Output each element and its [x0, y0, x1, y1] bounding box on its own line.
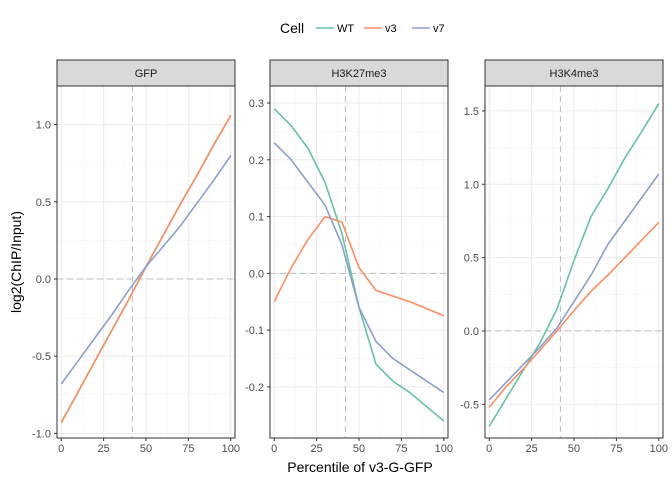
- panel-h3k4me3-strip-label: H3K4me3: [550, 68, 599, 80]
- panel-gfp-ytick-label: 1.0: [36, 120, 51, 132]
- legend-label-wt: WT: [337, 23, 354, 35]
- panel-h3k27me3-ytick-label: 0.0: [249, 268, 264, 280]
- panel-gfp-strip-label: GFP: [135, 68, 158, 80]
- legend-title: Cell: [280, 20, 304, 36]
- panel-h3k4me3-ytick-label: -0.5: [460, 399, 479, 411]
- panel-h3k27me3-ytick-label: -0.1: [245, 325, 264, 337]
- panel-h3k27me3-ytick-label: 0.3: [249, 98, 264, 110]
- panel-gfp-ytick-label: -1.0: [32, 428, 51, 440]
- panel-h3k27me3-xtick-label: 100: [435, 443, 453, 455]
- panel-h3k4me3-ytick-label: 1.0: [464, 179, 479, 191]
- panel-h3k4me3-xtick-label: 0: [486, 443, 492, 455]
- panel-gfp-xtick-label: 0: [58, 443, 64, 455]
- panel-h3k4me3-ytick-label: 0.5: [464, 253, 479, 265]
- x-axis-title: Percentile of v3-G-GFP: [287, 459, 433, 475]
- panel-h3k4me3-series-wt: [488, 103, 660, 427]
- panel-h3k4me3-ytick-label: 0.0: [464, 326, 479, 338]
- panel-h3k27me3-ytick-label: 0.2: [249, 155, 264, 167]
- panel-h3k4me3-series-v7: [488, 173, 660, 401]
- panel-gfp-xtick-label: 25: [97, 443, 109, 455]
- panel-gfp-xtick-label: 50: [140, 443, 152, 455]
- panel-h3k27me3-ytick-label: -0.2: [245, 382, 264, 394]
- panel-h3k4me3-strip: [484, 59, 664, 87]
- panel-gfp-xtick-label: 75: [182, 443, 194, 455]
- panel-h3k27me3-ytick-label: 0.1: [249, 212, 264, 224]
- legend-label-v7: v7: [433, 23, 445, 35]
- y-axis-title: log2(ChIP/Input): [8, 211, 24, 313]
- panel-h3k4me3-xtick-label: 100: [650, 443, 668, 455]
- legend: Cell WT v3 v7: [280, 20, 445, 36]
- panel-h3k4me3-ytick-label: 1.5: [464, 106, 479, 118]
- panel-h3k4me3-xtick-label: 50: [568, 443, 580, 455]
- panel-gfp-ytick-label: 0.0: [36, 274, 51, 286]
- panel-h3k27me3-xtick-label: 0: [271, 443, 277, 455]
- panel-gfp-series-v7: [60, 155, 232, 385]
- panel-h3k27me3-strip: [269, 59, 449, 87]
- panel-h3k4me3-xtick-label: 75: [610, 443, 622, 455]
- panel-h3k4me3-series-v3: [488, 221, 660, 408]
- panel-gfp-strip: [56, 59, 236, 87]
- panel-h3k4me3-xtick-label: 25: [525, 443, 537, 455]
- panel-h3k27me3-xtick-label: 50: [353, 443, 365, 455]
- panel-h3k27me3-series-v7: [273, 142, 445, 394]
- panel-h3k4me3: H3K4me3 0 25 50 75 100 -0.5 0.0 0.5 1.0 1.5: [460, 59, 668, 455]
- panel-h3k27me3-series-v3: [273, 215, 445, 317]
- panel-gfp: GFP 0 25 50 75 100 -1.0 -0.5 0.0 0.5 1.0: [32, 59, 240, 455]
- legend-label-v3: v3: [385, 23, 397, 35]
- panel-h3k27me3-xtick-label: 25: [310, 443, 322, 455]
- panel-gfp-xtick-label: 100: [222, 443, 240, 455]
- panel-gfp-ytick-label: 0.5: [36, 197, 51, 209]
- panel-h3k27me3-xtick-label: 75: [395, 443, 407, 455]
- panel-gfp-ytick-label: -0.5: [32, 351, 51, 363]
- panel-h3k27me3-strip-label: H3K27me3: [331, 68, 386, 80]
- panel-h3k27me3: H3K27me3 0 25 50 75 100 -0.2 -0.1 0.0 0.1 0.2 0.3: [245, 59, 453, 455]
